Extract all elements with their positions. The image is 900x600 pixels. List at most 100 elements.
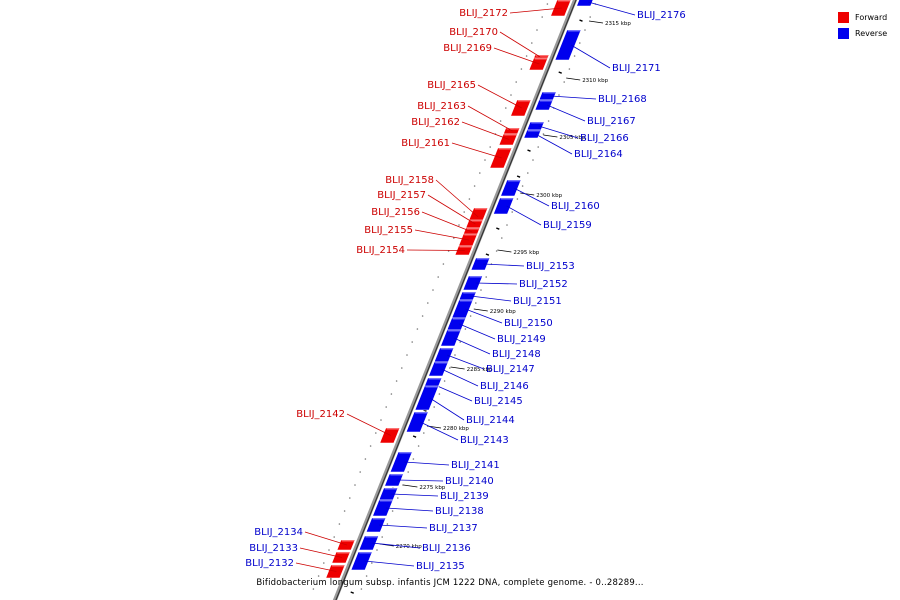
guide-dot	[375, 432, 377, 434]
gene-label-blij_2146: BLIJ_2146	[480, 381, 529, 392]
guide-dot	[380, 419, 382, 421]
forward-leader	[427, 194, 476, 225]
reverse-leader	[404, 461, 450, 466]
tick-label: 2310 kbp	[582, 78, 608, 84]
gene-label-blij_2154: BLIJ_2154	[356, 245, 405, 256]
gene-label-blij_2143: BLIJ_2143	[460, 435, 509, 446]
legend-reverse-label: Reverse	[855, 28, 888, 38]
reverse-leader	[391, 493, 439, 497]
reverse-gene-block	[534, 99, 554, 111]
forward-leader	[435, 179, 479, 218]
forward-leader	[477, 84, 522, 109]
reverse-leader	[538, 125, 579, 139]
forward-swatch	[838, 11, 849, 23]
reverse-gene-block	[446, 317, 467, 331]
gene-label-blij_2145: BLIJ_2145	[474, 396, 523, 407]
forward-leader	[451, 142, 502, 159]
forward-leader	[461, 121, 510, 140]
guide-dot	[499, 120, 502, 122]
tick-label: 2280 kbp	[443, 426, 469, 432]
guide-dot	[505, 107, 507, 109]
legend-forward-label: Forward	[855, 12, 888, 22]
reverse-leader	[588, 1, 636, 16]
gene-label-blij_2138: BLIJ_2138	[435, 506, 484, 517]
reverse-gene-block	[433, 347, 455, 363]
guide-dot	[381, 536, 384, 538]
guide-dot	[458, 224, 460, 226]
guide-dot	[589, 16, 591, 18]
gene-label-blij_2135: BLIJ_2135	[416, 561, 465, 572]
guide-dot	[411, 341, 414, 343]
guide-dot	[573, 55, 576, 57]
guide-dot	[416, 328, 419, 330]
gene-label-blij_2169: BLIJ_2169	[443, 43, 492, 54]
reverse-gene-block	[405, 411, 429, 433]
reverse-gene-block	[554, 29, 582, 61]
guide-dot	[515, 81, 517, 83]
reverse-swatch	[838, 27, 849, 39]
gene-label-blij_2139: BLIJ_2139	[440, 491, 489, 502]
gene-label-blij_2150: BLIJ_2150	[504, 318, 553, 329]
gene-label-blij_2158: BLIJ_2158	[385, 175, 434, 186]
guide-dot	[531, 42, 533, 44]
gene-label-blij_2172: BLIJ_2172	[459, 8, 508, 19]
reverse-leader	[364, 560, 415, 567]
guide-dot	[584, 29, 586, 31]
guide-dot	[547, 120, 550, 122]
reverse-gene-block	[470, 257, 491, 271]
guide-dot	[449, 367, 451, 369]
guide-dot	[369, 445, 372, 447]
gene-label-blij_2132: BLIJ_2132	[245, 558, 294, 569]
guide-dot	[501, 237, 503, 239]
gene-label-blij_2168: BLIJ_2168	[598, 94, 647, 105]
gene-label-blij_2153: BLIJ_2153	[526, 261, 575, 272]
gene-label-blij_2134: BLIJ_2134	[254, 527, 303, 538]
scale-tick	[412, 435, 417, 438]
forward-leader	[299, 547, 343, 558]
guide-dot	[495, 250, 498, 252]
guide-dot	[541, 16, 543, 18]
reverse-gene-block	[350, 551, 373, 571]
guide-dot	[412, 458, 415, 460]
guide-dot	[525, 55, 528, 57]
reverse-gene-block	[358, 535, 380, 551]
reverse-leader	[434, 384, 473, 402]
guide-dot	[376, 549, 378, 551]
guide-dot	[407, 471, 410, 473]
guide-dot	[365, 575, 368, 577]
guide-dot	[464, 328, 467, 330]
forward-leader	[406, 249, 465, 251]
tick-leader	[543, 134, 558, 138]
guide-dot	[317, 575, 320, 577]
forward-leader	[414, 229, 470, 241]
gene-label-blij_2155: BLIJ_2155	[364, 225, 413, 236]
guide-dot	[510, 94, 512, 96]
guide-dot	[359, 471, 362, 473]
guide-dot	[433, 406, 436, 408]
tick-label: 2295 kbp	[513, 250, 539, 256]
guide-dot	[390, 393, 393, 395]
reverse-gene-block	[462, 275, 484, 291]
guide-dot	[532, 159, 534, 161]
guide-dot	[568, 68, 571, 70]
gene-label-blij_2176: BLIJ_2176	[637, 10, 686, 21]
scale-tick	[350, 591, 354, 594]
guide-dot	[360, 588, 363, 590]
gene-label-blij_2140: BLIJ_2140	[445, 476, 494, 487]
guide-dot	[579, 42, 581, 44]
guide-dot	[323, 562, 325, 564]
guide-dot	[386, 523, 389, 525]
reverse-gene-block	[576, 0, 594, 7]
reverse-leader	[429, 397, 465, 421]
guide-dot	[479, 172, 481, 174]
guide-dot	[459, 341, 462, 343]
reverse-leader	[513, 187, 550, 207]
gene-label-blij_2151: BLIJ_2151	[513, 296, 562, 307]
tick-leader	[403, 484, 418, 488]
legend-item-reverse: Reverse	[838, 25, 898, 41]
guide-dot	[312, 588, 315, 590]
guide-dot	[364, 458, 367, 460]
guide-dot	[558, 94, 560, 96]
gene-label-blij_2160: BLIJ_2160	[551, 201, 600, 212]
